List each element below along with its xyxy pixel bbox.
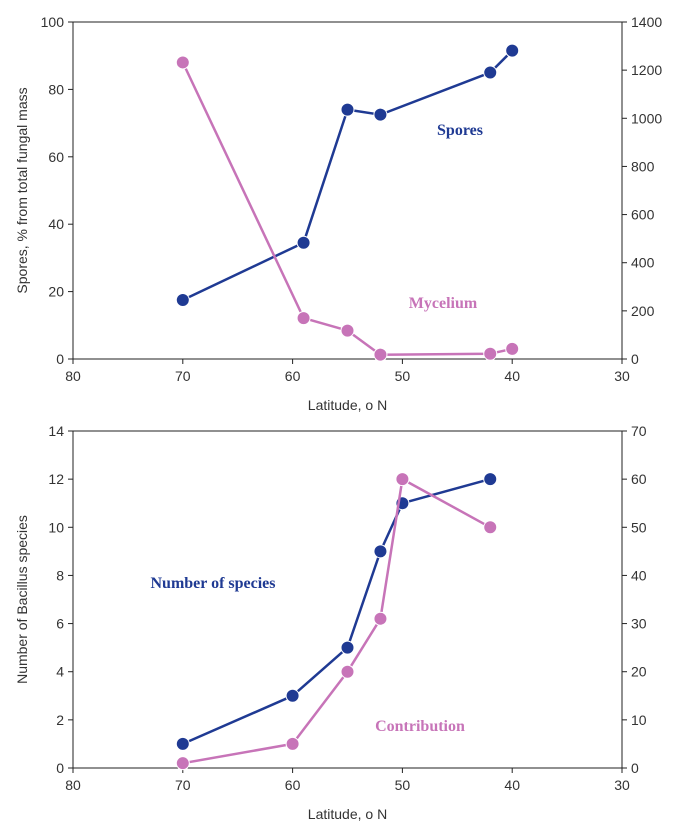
y-tick-label: 10 bbox=[48, 519, 64, 535]
y2-tick-label: 200 bbox=[631, 303, 655, 319]
data-point bbox=[175, 293, 190, 308]
series-line bbox=[182, 477, 491, 765]
y2-tick-label: 400 bbox=[631, 255, 655, 271]
series-label: Spores bbox=[437, 122, 483, 139]
x-tick-label: 80 bbox=[65, 777, 81, 793]
x-tick-label: 70 bbox=[175, 777, 191, 793]
data-point bbox=[373, 107, 388, 122]
data-point bbox=[175, 756, 190, 771]
x-axis-title: Latitude, o N bbox=[308, 397, 387, 413]
y-tick-label: 20 bbox=[48, 284, 64, 300]
y2-tick-label: 60 bbox=[631, 471, 647, 487]
y-tick-label: 6 bbox=[56, 616, 64, 632]
x-tick-label: 30 bbox=[614, 777, 630, 793]
y2-tick-label: 1400 bbox=[631, 14, 662, 30]
y2-tick-label: 600 bbox=[631, 207, 655, 223]
y-tick-label: 14 bbox=[48, 423, 64, 439]
x-tick-label: 80 bbox=[65, 368, 81, 384]
data-point bbox=[296, 311, 311, 326]
x-tick-label: 60 bbox=[285, 777, 301, 793]
x-tick-label: 50 bbox=[395, 368, 411, 384]
series-line bbox=[182, 49, 514, 302]
y2-tick-label: 50 bbox=[631, 519, 647, 535]
x-tick-label: 30 bbox=[614, 368, 630, 384]
data-point bbox=[340, 102, 355, 117]
x-axis-title: Latitude, o N bbox=[308, 806, 387, 822]
y2-tick-label: 0 bbox=[631, 351, 639, 367]
data-point bbox=[505, 341, 520, 356]
series-mycelium bbox=[175, 55, 520, 362]
data-point bbox=[483, 472, 498, 487]
series-contribution bbox=[175, 472, 498, 771]
data-point bbox=[340, 640, 355, 655]
y2-tick-label: 1200 bbox=[631, 62, 662, 78]
data-point bbox=[483, 520, 498, 535]
data-point bbox=[483, 346, 498, 361]
y2-tick-label: 1000 bbox=[631, 110, 662, 126]
data-point bbox=[483, 65, 498, 80]
y2-tick-label: 0 bbox=[631, 760, 639, 776]
x-tick-label: 70 bbox=[175, 368, 191, 384]
data-point bbox=[175, 736, 190, 751]
y-axis-title: Number of Bacillus species bbox=[14, 515, 30, 684]
data-point bbox=[285, 736, 300, 751]
y-tick-label: 12 bbox=[48, 471, 64, 487]
y-tick-label: 0 bbox=[56, 760, 64, 776]
y-tick-label: 4 bbox=[56, 664, 64, 680]
series-label: Contribution bbox=[375, 718, 465, 735]
data-point bbox=[373, 611, 388, 626]
series-number-of-species bbox=[175, 472, 498, 751]
y2-tick-label: 20 bbox=[631, 664, 647, 680]
y-tick-label: 100 bbox=[41, 14, 65, 30]
y2-tick-label: 40 bbox=[631, 567, 647, 583]
chart-2: 80 70 60 50 40 3002468101214010203040506070La… bbox=[14, 423, 647, 822]
y-tick-label: 0 bbox=[56, 351, 64, 367]
y-axis-title: Spores, % from total fungal mass bbox=[14, 87, 30, 293]
series-label: Mycelium bbox=[409, 295, 478, 312]
data-point bbox=[373, 544, 388, 559]
y-tick-label: 60 bbox=[48, 149, 64, 165]
data-point bbox=[373, 347, 388, 362]
x-tick-label: 40 bbox=[504, 368, 520, 384]
series-line bbox=[182, 477, 491, 746]
plot-frame bbox=[72, 430, 623, 769]
data-point bbox=[340, 664, 355, 679]
y2-tick-label: 800 bbox=[631, 158, 655, 174]
data-point bbox=[340, 323, 355, 338]
plot-frame bbox=[72, 21, 623, 360]
y-tick-label: 80 bbox=[48, 81, 64, 97]
chart-1: 80 70 60 50 40 300204060801000200400600800100… bbox=[14, 14, 662, 413]
y2-tick-label: 30 bbox=[631, 616, 647, 632]
data-point bbox=[285, 688, 300, 703]
data-point bbox=[505, 43, 520, 58]
y-tick-label: 2 bbox=[56, 712, 64, 728]
y2-tick-label: 70 bbox=[631, 423, 647, 439]
series-label: Number of species bbox=[150, 575, 275, 592]
x-tick-label: 40 bbox=[504, 777, 520, 793]
data-point bbox=[395, 472, 410, 487]
data-point bbox=[296, 235, 311, 250]
series-spores bbox=[175, 43, 520, 308]
y-tick-label: 8 bbox=[56, 567, 64, 583]
x-tick-label: 60 bbox=[285, 368, 301, 384]
y-tick-label: 40 bbox=[48, 216, 64, 232]
x-tick-label: 50 bbox=[395, 777, 411, 793]
data-point bbox=[175, 55, 190, 70]
y2-tick-label: 10 bbox=[631, 712, 647, 728]
